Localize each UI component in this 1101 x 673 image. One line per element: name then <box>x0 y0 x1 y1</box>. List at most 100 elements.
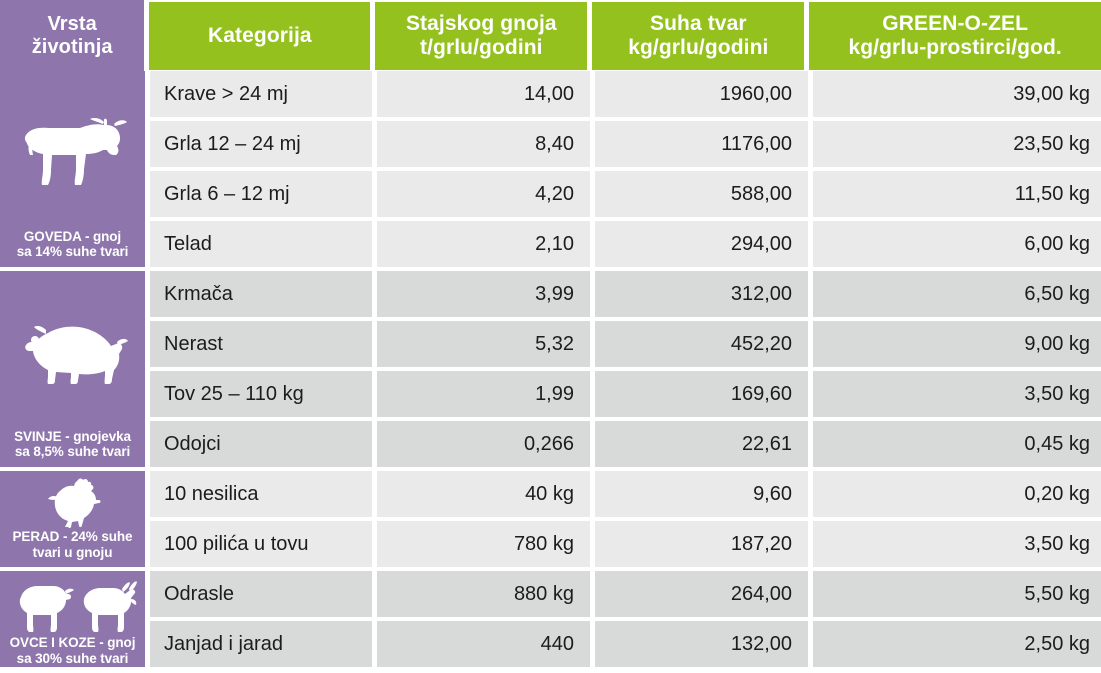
sheep-goat-icon <box>0 577 145 635</box>
animal-group: OVCE I KOZE - gnoj sa 30% suhe tvari Odras… <box>0 571 1101 667</box>
table-row: Odojci 0,266 22,61 0,45 kg <box>150 421 1101 467</box>
header-manure-line2: t/grlu/godini <box>420 36 543 59</box>
cell-drymatter: 22,61 <box>595 421 808 467</box>
cell-category: 10 nesilica <box>150 471 372 517</box>
cell-product: 3,50 kg <box>813 371 1101 417</box>
species-label-line1: PERAD - 24% suhe <box>12 529 133 544</box>
header-species-line2: životinja <box>31 35 113 58</box>
header-product-line2: kg/grlu-prostirci/god. <box>848 36 1062 59</box>
cell-category: Tov 25 – 110 kg <box>150 371 372 417</box>
cell-category: Krave > 24 mj <box>150 71 372 117</box>
cell-manure: 14,00 <box>377 71 590 117</box>
cell-drymatter: 9,60 <box>595 471 808 517</box>
cell-manure: 3,99 <box>377 271 590 317</box>
cell-drymatter: 132,00 <box>595 621 808 667</box>
species-label-line2: sa 8,5% suhe tvari <box>14 444 131 460</box>
species-cell-pig: SVINJE - gnojevka sa 8,5% suhe tvari <box>0 271 145 467</box>
species-label-line2: tvari u gnoju <box>32 544 113 560</box>
cell-product: 0,20 kg <box>813 471 1101 517</box>
group-rows: Odrasle 880 kg 264,00 5,50 kg Janjad i jarad… <box>150 571 1101 667</box>
table-row: Nerast 5,32 452,20 9,00 kg <box>150 321 1101 367</box>
group-rows: 10 nesilica 40 kg 9,60 0,20 kg 100 pilića u … <box>150 471 1101 567</box>
table-row: Grla 12 – 24 mj 8,40 1176,00 23,50 kg <box>150 121 1101 167</box>
cell-product: 2,50 kg <box>813 621 1101 667</box>
cell-category: 100 pilića u tovu <box>150 521 372 567</box>
cell-drymatter: 294,00 <box>595 221 808 267</box>
cow-icon <box>0 77 145 229</box>
cell-category: Odrasle <box>150 571 372 617</box>
cell-product: 6,00 kg <box>813 221 1101 267</box>
cell-category: Janjad i jarad <box>150 621 372 667</box>
header-species-line1: Vrsta <box>47 13 97 36</box>
cell-drymatter: 452,20 <box>595 321 808 367</box>
cell-category: Grla 12 – 24 mj <box>150 121 372 167</box>
header-drymatter-line1: Suha tvar <box>650 12 747 36</box>
group-rows: Krave > 24 mj 14,00 1960,00 39,00 kg Grla 12… <box>150 71 1101 267</box>
cell-product: 6,50 kg <box>813 271 1101 317</box>
cell-category: Nerast <box>150 321 372 367</box>
cell-product: 11,50 kg <box>813 171 1101 217</box>
cell-manure: 40 kg <box>377 471 590 517</box>
cell-drymatter: 1176,00 <box>595 121 808 167</box>
species-label-line1: OVCE I KOZE - gnoj <box>9 635 136 650</box>
header-cell-product: GREEN-O-ZEL kg/grlu-prostirci/god. <box>809 2 1101 70</box>
cell-manure: 2,10 <box>377 221 590 267</box>
species-label-line2: sa 30% suhe tvari <box>16 650 129 666</box>
table-row: Odrasle 880 kg 264,00 5,50 kg <box>150 571 1101 617</box>
cell-category: Grla 6 – 12 mj <box>150 171 372 217</box>
cell-manure: 8,40 <box>377 121 590 167</box>
cell-category: Telad <box>150 221 372 267</box>
cell-drymatter: 187,20 <box>595 521 808 567</box>
header-product-line1: GREEN-O-ZEL <box>882 12 1029 36</box>
pig-icon <box>0 277 145 429</box>
species-label-line2: sa 14% suhe tvari <box>16 244 129 260</box>
cell-manure: 440 <box>377 621 590 667</box>
table-row: 10 nesilica 40 kg 9,60 0,20 kg <box>150 471 1101 517</box>
species-label: GOVEDA - gnoj sa 14% suhe tvari <box>14 229 132 267</box>
header-category-line1: Kategorija <box>207 24 312 48</box>
header-cell-manure: Stajskog gnoja t/grlu/godini <box>375 2 588 70</box>
cell-product: 39,00 kg <box>813 71 1101 117</box>
species-label-line1: GOVEDA - gnoj <box>23 228 122 244</box>
cell-manure: 5,32 <box>377 321 590 367</box>
cell-category: Krmača <box>150 271 372 317</box>
cell-manure: 1,99 <box>377 371 590 417</box>
header-cell-drymatter: Suha tvar kg/grlu/godini <box>592 2 805 70</box>
table-row: Grla 6 – 12 mj 4,20 588,00 11,50 kg <box>150 171 1101 217</box>
cell-drymatter: 264,00 <box>595 571 808 617</box>
table-row: Krmača 3,99 312,00 6,50 kg <box>150 271 1101 317</box>
table-row: Tov 25 – 110 kg 1,99 169,60 3,50 kg <box>150 371 1101 417</box>
species-cell-cow: GOVEDA - gnoj sa 14% suhe tvari <box>0 71 145 267</box>
header-manure-line1: Stajskog gnoja <box>405 12 557 36</box>
header-drymatter-line2: kg/grlu/godini <box>628 36 769 59</box>
chicken-icon <box>0 477 145 529</box>
species-label: PERAD - 24% suhe tvari u gnoju <box>10 529 136 567</box>
animal-group: PERAD - 24% suhe tvari u gnoju 10 nesilica… <box>0 471 1101 567</box>
table-row: Janjad i jarad 440 132,00 2,50 kg <box>150 621 1101 667</box>
header-cell-category: Kategorija <box>149 2 371 70</box>
table-row: Krave > 24 mj 14,00 1960,00 39,00 kg <box>150 71 1101 117</box>
cell-drymatter: 1960,00 <box>595 71 808 117</box>
cell-drymatter: 169,60 <box>595 371 808 417</box>
cell-product: 3,50 kg <box>813 521 1101 567</box>
cell-product: 23,50 kg <box>813 121 1101 167</box>
cell-product: 5,50 kg <box>813 571 1101 617</box>
cell-drymatter: 588,00 <box>595 171 808 217</box>
cell-manure: 4,20 <box>377 171 590 217</box>
group-rows: Krmača 3,99 312,00 6,50 kg Nerast 5,32 452,20 9… <box>150 271 1101 467</box>
table-header-row: Vrsta životinja Kategorija Stajskog gnoj… <box>0 0 1101 71</box>
cell-drymatter: 312,00 <box>595 271 808 317</box>
animal-group: GOVEDA - gnoj sa 14% suhe tvari Krave > 24… <box>0 71 1101 267</box>
animal-group: SVINJE - gnojevka sa 8,5% suhe tvari Krmač… <box>0 271 1101 467</box>
species-label-line1: SVINJE - gnojevka <box>14 428 131 444</box>
cell-product: 9,00 kg <box>813 321 1101 367</box>
cell-manure: 0,266 <box>377 421 590 467</box>
cell-category: Odojci <box>150 421 372 467</box>
species-label: SVINJE - gnojevka sa 8,5% suhe tvari <box>11 429 134 467</box>
cell-manure: 780 kg <box>377 521 590 567</box>
species-cell-sheep-goat: OVCE I KOZE - gnoj sa 30% suhe tvari <box>0 571 145 667</box>
header-cell-species: Vrsta životinja <box>0 0 145 71</box>
table-body: GOVEDA - gnoj sa 14% suhe tvari Krave > 24… <box>0 71 1101 667</box>
table-row: Telad 2,10 294,00 6,00 kg <box>150 221 1101 267</box>
